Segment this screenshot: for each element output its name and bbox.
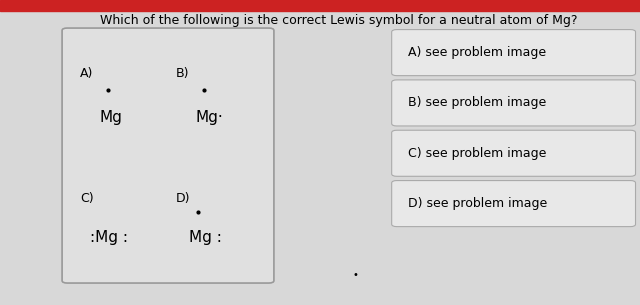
Text: •: • — [352, 270, 358, 279]
FancyBboxPatch shape — [392, 80, 636, 126]
Text: Mg: Mg — [99, 110, 122, 125]
Text: B): B) — [176, 67, 189, 80]
Text: C) see problem image: C) see problem image — [408, 147, 547, 160]
FancyBboxPatch shape — [392, 130, 636, 176]
Bar — [0, 0, 640, 11]
Text: Mg :: Mg : — [189, 230, 221, 246]
Text: Which of the following is the correct Lewis symbol for a neutral atom of Mg?: Which of the following is the correct Le… — [100, 14, 578, 27]
Text: D): D) — [176, 192, 191, 205]
FancyBboxPatch shape — [392, 181, 636, 227]
Text: D) see problem image: D) see problem image — [408, 197, 548, 210]
FancyBboxPatch shape — [62, 28, 274, 283]
FancyBboxPatch shape — [392, 30, 636, 76]
Text: :Mg :: :Mg : — [90, 230, 127, 246]
Text: B) see problem image: B) see problem image — [408, 96, 547, 109]
Text: A): A) — [80, 67, 93, 80]
Text: A) see problem image: A) see problem image — [408, 46, 547, 59]
Text: C): C) — [80, 192, 93, 205]
Text: Mg·: Mg· — [195, 110, 223, 125]
